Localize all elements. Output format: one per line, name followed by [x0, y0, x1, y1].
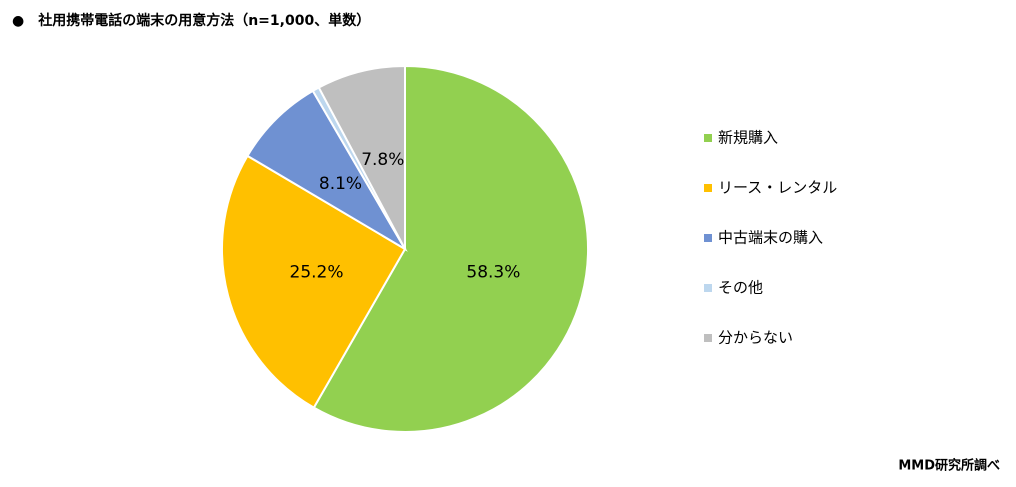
pie-slice [221, 154, 407, 410]
legend-swatch [704, 134, 712, 142]
legend-label: その他 [718, 279, 763, 297]
data-label: 58.3% [466, 263, 520, 283]
data-label: 7.8% [361, 150, 404, 170]
chart-title: ● 社用携帯電話の端末の用意方法（n=1,000、単数） [12, 12, 370, 29]
legend-swatch [704, 284, 712, 292]
legend-label: 中古端末の購入 [718, 229, 823, 247]
data-label: 8.1% [319, 174, 362, 194]
pie-slice [317, 64, 406, 250]
legend-swatch [704, 184, 712, 192]
pie-slice [246, 89, 408, 252]
legend-label: リース・レンタル [718, 179, 837, 197]
source-note: MMD研究所調べ [898, 458, 1000, 474]
data-label: 25.2% [290, 262, 344, 282]
legend-label: 新規購入 [718, 129, 778, 147]
legend-swatch [704, 334, 712, 342]
legend-label: 分からない [718, 329, 793, 347]
pie-slice [312, 64, 589, 433]
legend-swatch [704, 234, 712, 242]
